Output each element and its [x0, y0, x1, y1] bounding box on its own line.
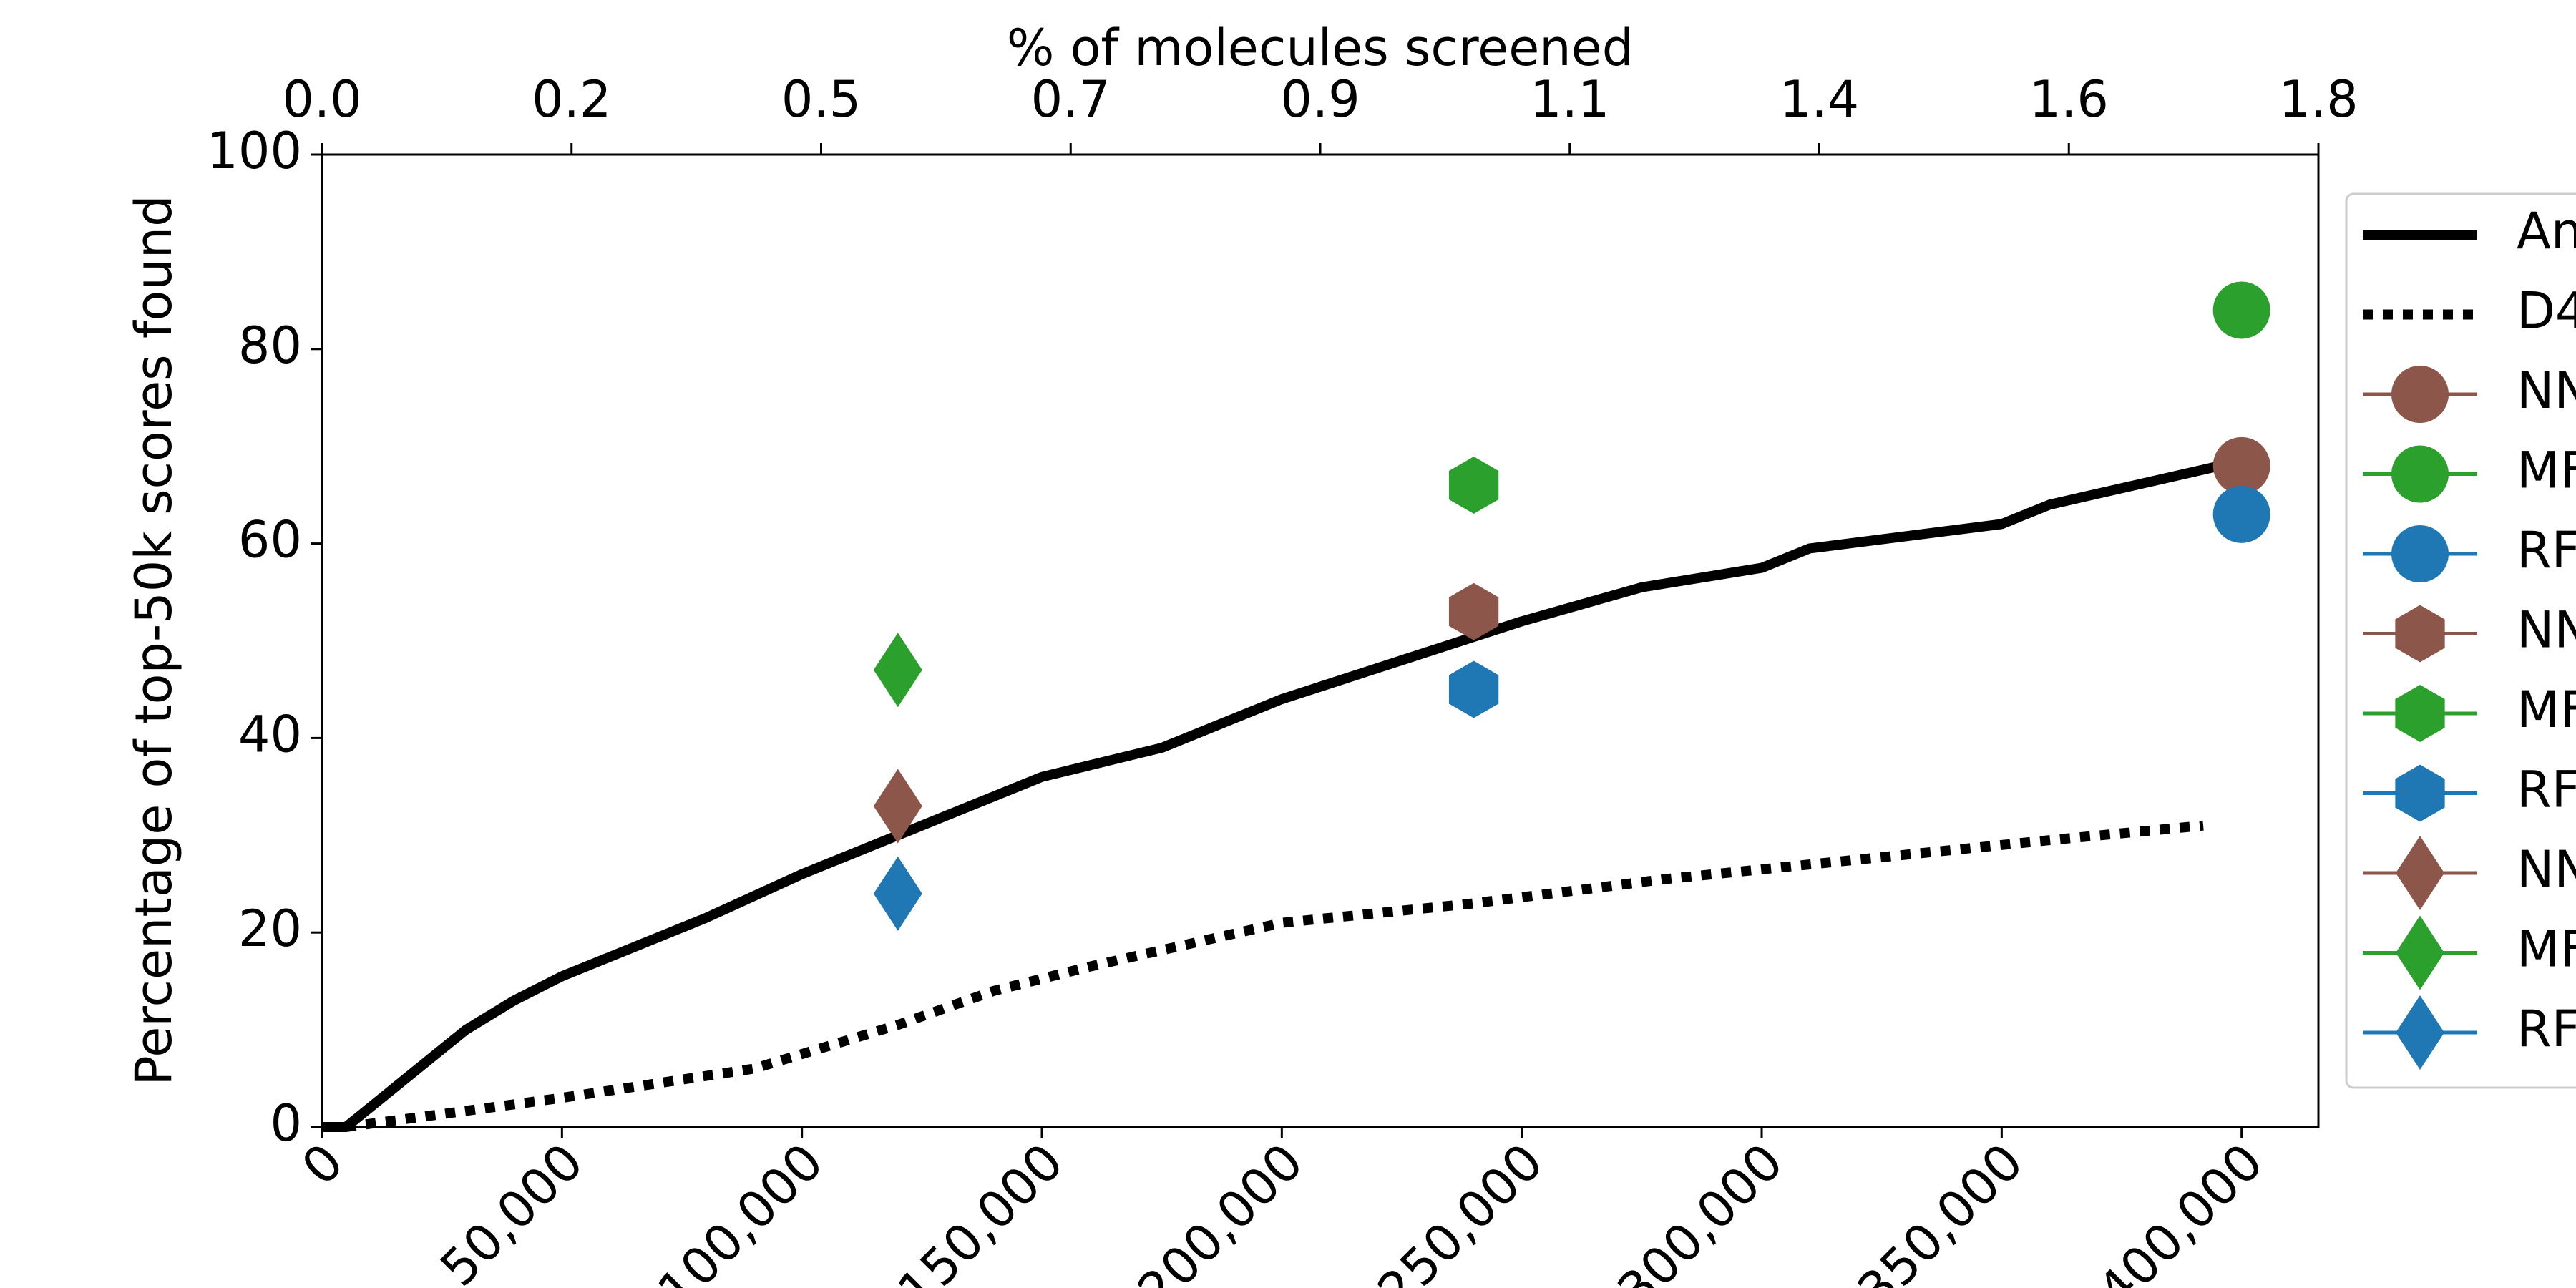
x2-tick-label: 1.8	[2278, 70, 2358, 129]
legend-label: MF	[2517, 441, 2576, 500]
data-line	[345, 820, 2204, 1132]
x2-tick-label: 0.9	[1280, 70, 1360, 129]
legend-label: MF	[2517, 680, 2576, 739]
y-tick-label: 80	[238, 316, 302, 375]
y-axis-label: Percentage of top-50k scores found	[125, 195, 183, 1085]
legend-label: RF	[2517, 521, 2576, 580]
marker	[2212, 436, 2270, 494]
y-tick-label: 40	[238, 705, 302, 763]
x2-tick-label: 1.6	[2029, 70, 2109, 129]
legend-label: RF	[2517, 761, 2576, 819]
y-tick-label: 60	[238, 511, 302, 570]
legend-label: NN	[2517, 361, 2576, 420]
marker	[1448, 457, 1499, 514]
x2-tick-label: 1.1	[1530, 70, 1609, 129]
marker	[873, 856, 922, 931]
x2-axis-label: % of molecules screened	[1007, 19, 1634, 77]
legend-marker	[2395, 764, 2445, 822]
marker	[2212, 485, 2270, 543]
marker	[2212, 281, 2270, 339]
x2-tick-label: 0.5	[781, 70, 861, 129]
y-tick-label: 0	[270, 1094, 302, 1153]
marker	[1448, 660, 1499, 718]
legend-label: D4	[2517, 282, 2576, 341]
legend-label: An	[2517, 202, 2576, 260]
legend-marker	[2395, 685, 2445, 742]
marker	[873, 633, 922, 708]
x2-tick-label: 1.4	[1780, 70, 1859, 129]
legend-marker	[2395, 605, 2445, 663]
data-line	[322, 456, 2243, 1132]
legend-marker	[2396, 995, 2444, 1070]
legend-label: NN	[2517, 840, 2576, 899]
x2-tick-label: 0.0	[282, 70, 361, 129]
x2-tick-label: 0.7	[1031, 70, 1111, 129]
y-tick-label: 20	[238, 899, 302, 958]
marker	[873, 769, 922, 844]
legend-marker	[2396, 836, 2444, 910]
legend-label: NN	[2517, 601, 2576, 660]
legend-marker	[2396, 915, 2444, 990]
legend-marker	[2391, 366, 2449, 423]
x2-tick-label: 0.2	[532, 70, 611, 129]
legend-marker	[2391, 525, 2449, 582]
legend-label: MF	[2517, 920, 2576, 979]
legend-label: RF	[2517, 1000, 2576, 1058]
legend-marker	[2391, 445, 2449, 503]
y-tick-label: 100	[206, 122, 302, 180]
marker	[1448, 582, 1499, 640]
